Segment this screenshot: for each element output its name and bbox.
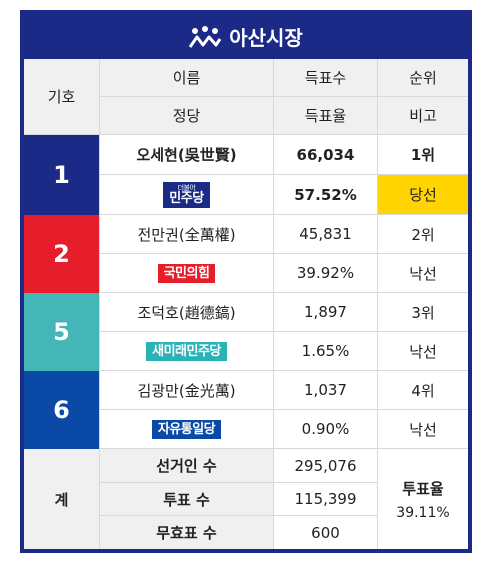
results-table: 기호 이름 득표수 순위 정당 득표율 비고 1 오세현(吳世賢) 66,034… [24, 59, 468, 549]
party-logo: 국민의힘 [157, 263, 216, 283]
candidate-votes: 45,831 [273, 215, 377, 254]
header-rate: 득표율 [273, 97, 377, 135]
result-box: 아산시장 기호 이름 득표수 순위 정당 득표율 비고 1 오세현(吳世賢) 6… [20, 10, 472, 553]
header-note: 비고 [377, 97, 468, 135]
totals-label: 계 [24, 449, 99, 549]
result-frame: 아산시장 기호 이름 득표수 순위 정당 득표율 비고 1 오세현(吳世賢) 6… [24, 14, 468, 549]
header-party: 정당 [99, 97, 273, 135]
candidate-rank: 2위 [377, 215, 468, 254]
candidate-rank: 1위 [377, 135, 468, 175]
candidate-note: 낙선 [377, 410, 468, 449]
invalid-value: 600 [273, 516, 377, 549]
party-logo: 새미래민주당 [146, 341, 227, 361]
candidate-note: 낙선 [377, 332, 468, 371]
candidate-note: 낙선 [377, 254, 468, 293]
candidate-name: 오세현(吳世賢) [99, 135, 273, 175]
candidate-rank: 3위 [377, 293, 468, 332]
party-cell: 자유통일당 [99, 410, 273, 449]
header-name: 이름 [99, 59, 273, 97]
candidate-name: 전만권(全萬權) [99, 215, 273, 254]
candidate-note: 당선 [377, 175, 468, 215]
candidate-name: 김광만(金光萬) [99, 371, 273, 410]
invalid-label: 무효표 수 [99, 516, 273, 549]
header-symbol: 기호 [24, 59, 99, 135]
candidate-votes: 66,034 [273, 135, 377, 175]
party-logo: 자유통일당 [151, 419, 222, 439]
candidate-number: 1 [24, 135, 99, 215]
candidate-number: 2 [24, 215, 99, 293]
header-rank: 순위 [377, 59, 468, 97]
election-logo-icon [189, 25, 222, 48]
party-logo-text: 민주당 [169, 190, 204, 206]
header-votes: 득표수 [273, 59, 377, 97]
electors-label: 선거인 수 [99, 449, 273, 483]
party-cell: 국민의힘 [99, 254, 273, 293]
party-cell: 더불어 민주당 [99, 175, 273, 215]
candidate-votes: 1,897 [273, 293, 377, 332]
turnout-value: 39.11% [396, 504, 450, 521]
candidate-number: 5 [24, 293, 99, 371]
candidate-number: 6 [24, 371, 99, 449]
title-bar: 아산시장 [24, 14, 468, 59]
party-cell: 새미래민주당 [99, 332, 273, 371]
candidate-votes: 1,037 [273, 371, 377, 410]
party-logo-small-text: 더불어 [177, 183, 196, 192]
votes-label: 투표 수 [99, 483, 273, 516]
electors-value: 295,076 [273, 449, 377, 483]
candidate-rate: 1.65% [273, 332, 377, 371]
turnout-label: 투표율 [402, 479, 444, 498]
page-title: 아산시장 [229, 26, 303, 50]
candidate-rate: 39.92% [273, 254, 377, 293]
party-logo: 더불어 민주당 [163, 181, 210, 208]
votes-value: 115,399 [273, 483, 377, 516]
candidate-rate: 57.52% [273, 175, 377, 215]
candidate-rate: 0.90% [273, 410, 377, 449]
turnout-cell: 투표율 39.11% [377, 449, 468, 549]
candidate-name: 조덕호(趙德鎬) [99, 293, 273, 332]
candidate-rank: 4위 [377, 371, 468, 410]
